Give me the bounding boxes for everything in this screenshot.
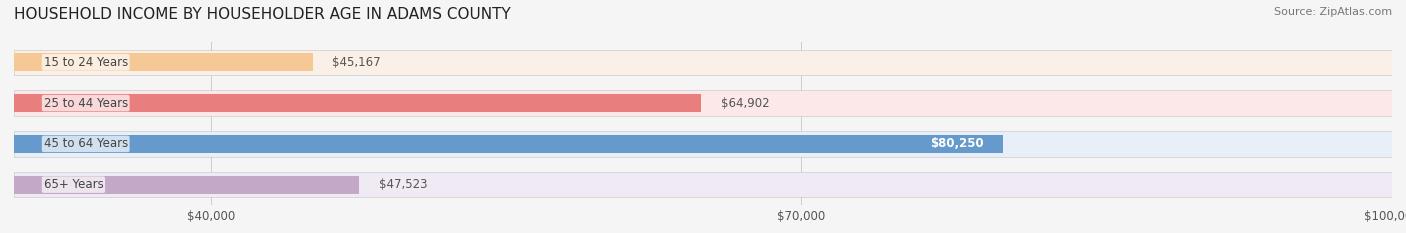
Bar — [14, 172, 1392, 197]
Bar — [14, 53, 312, 72]
Bar — [14, 50, 1392, 75]
Text: 65+ Years: 65+ Years — [44, 178, 103, 191]
Text: 45 to 64 Years: 45 to 64 Years — [44, 137, 128, 150]
Text: 25 to 44 Years: 25 to 44 Years — [44, 97, 128, 110]
Text: $80,250: $80,250 — [929, 137, 984, 150]
Bar — [14, 135, 1004, 153]
Bar — [14, 94, 702, 112]
Bar — [14, 90, 1392, 116]
Text: $47,523: $47,523 — [378, 178, 427, 191]
Text: HOUSEHOLD INCOME BY HOUSEHOLDER AGE IN ADAMS COUNTY: HOUSEHOLD INCOME BY HOUSEHOLDER AGE IN A… — [14, 7, 510, 22]
Text: Source: ZipAtlas.com: Source: ZipAtlas.com — [1274, 7, 1392, 17]
Bar — [14, 131, 1392, 157]
Text: $45,167: $45,167 — [332, 56, 381, 69]
Text: $64,902: $64,902 — [721, 97, 769, 110]
Text: 15 to 24 Years: 15 to 24 Years — [44, 56, 128, 69]
Bar — [14, 175, 359, 194]
